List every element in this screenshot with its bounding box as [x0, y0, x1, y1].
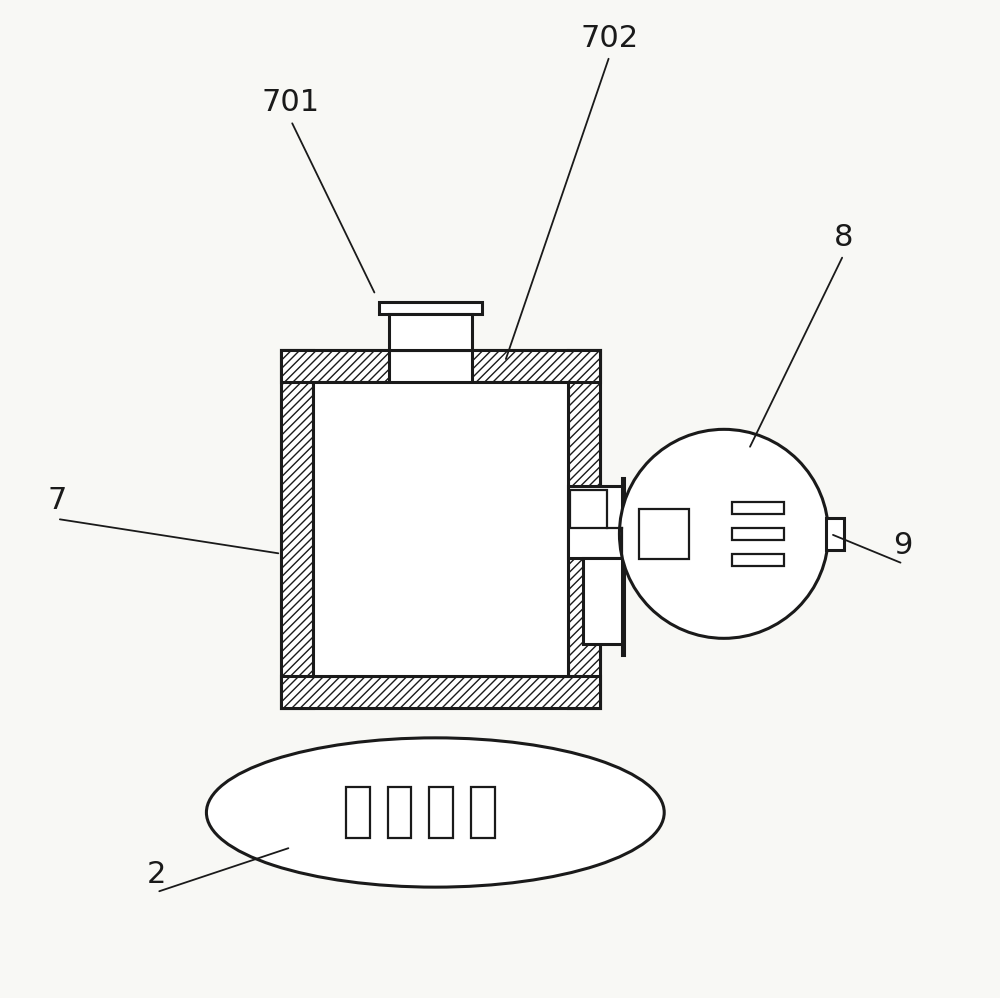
Bar [583, 558, 622, 644]
Bar [346, 786, 370, 838]
Bar [732, 554, 784, 566]
Bar [732, 502, 784, 514]
Circle shape [619, 429, 828, 639]
Bar [471, 786, 495, 838]
Bar [281, 677, 600, 708]
Bar [472, 349, 600, 381]
Text: 701: 701 [262, 89, 320, 118]
Text: 7: 7 [47, 486, 67, 516]
Text: 8: 8 [834, 223, 853, 251]
Text: 2: 2 [147, 859, 166, 888]
Bar [568, 486, 622, 558]
Bar [379, 302, 482, 314]
Bar [281, 349, 313, 708]
Bar [639, 509, 689, 559]
Bar [570, 490, 607, 528]
Ellipse shape [206, 738, 664, 887]
Bar [313, 381, 568, 677]
Bar [732, 528, 784, 540]
Bar [389, 314, 472, 349]
Bar [313, 381, 568, 677]
Bar [826, 518, 844, 550]
Bar [281, 349, 389, 381]
Text: 9: 9 [893, 531, 913, 560]
Text: 702: 702 [580, 24, 639, 53]
Bar [568, 349, 600, 708]
Bar [429, 786, 453, 838]
Bar [622, 478, 624, 656]
Bar [281, 349, 600, 708]
Bar [388, 786, 411, 838]
